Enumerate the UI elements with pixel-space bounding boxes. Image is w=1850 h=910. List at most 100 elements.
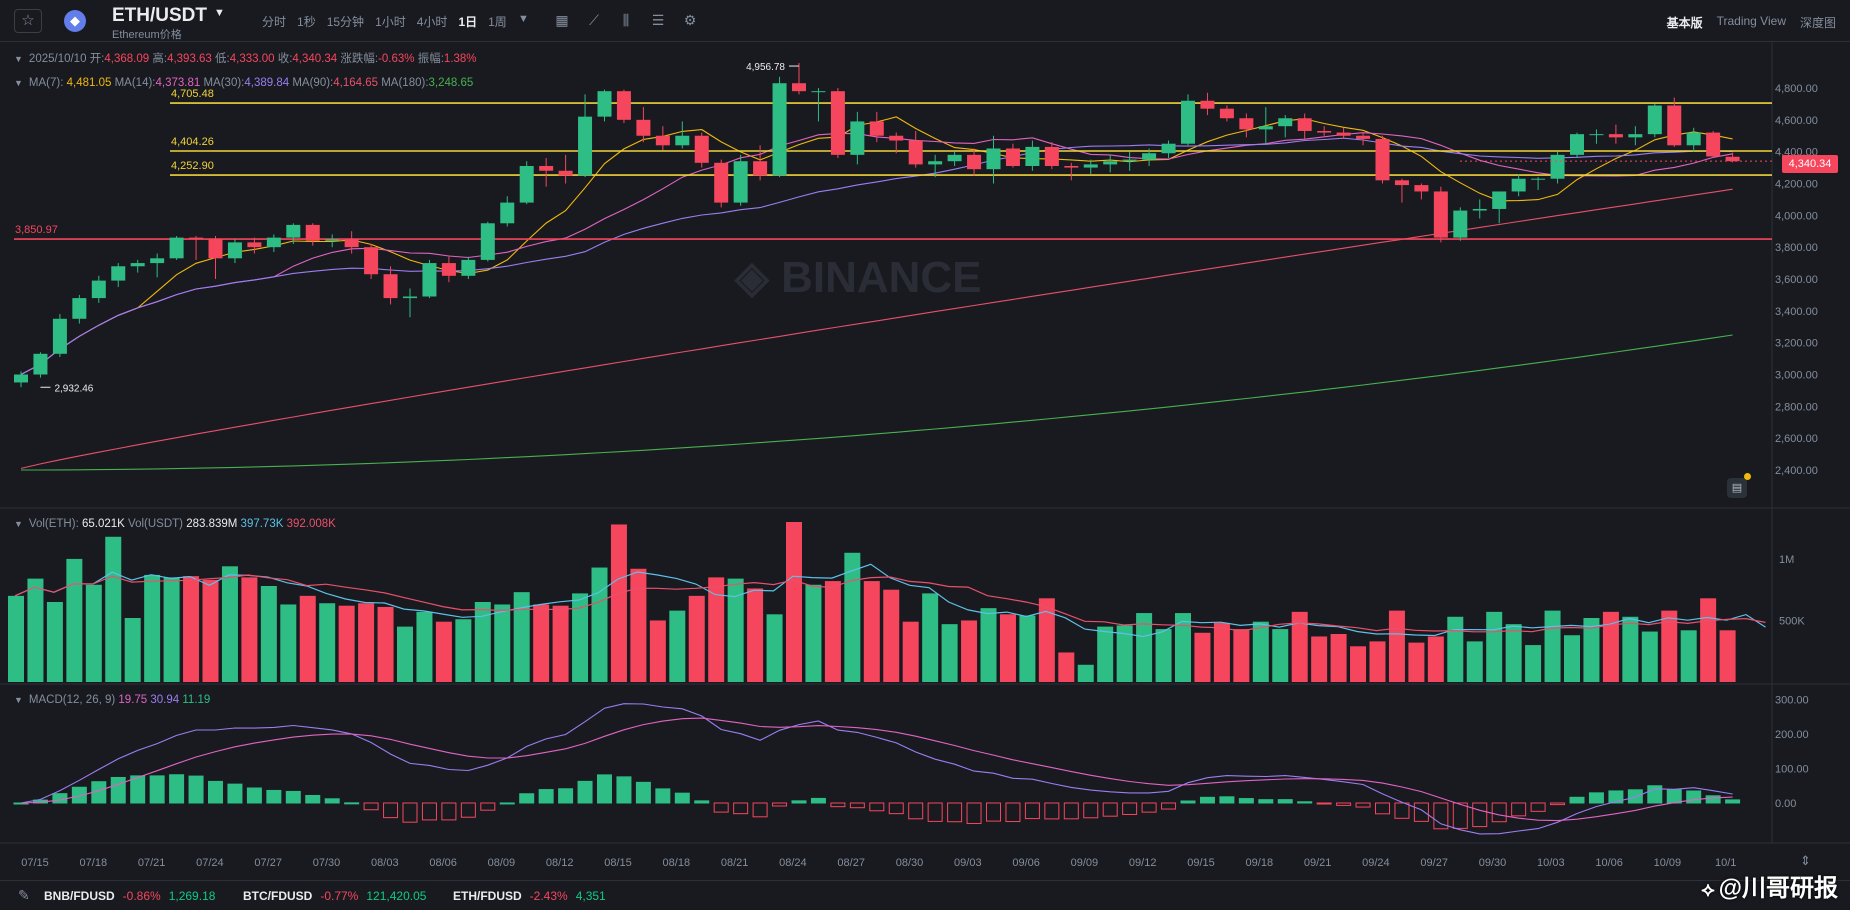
collapse-caret-icon[interactable]: ▼ [14, 519, 23, 529]
view-basic[interactable]: 基本版 [1666, 16, 1703, 30]
vol-usdt-label: Vol(USDT) [128, 518, 183, 530]
interval-1d[interactable]: 1日 [458, 15, 478, 29]
macd-dif-line [20, 703, 1733, 835]
gear-icon[interactable]: ⚙ [683, 12, 697, 28]
x-axis-tick: 09/03 [954, 857, 982, 869]
volume-bar [1602, 611, 1619, 682]
more-intervals-icon[interactable]: ▼ [518, 13, 529, 25]
compare-icon[interactable]: ⫼ [622, 12, 630, 28]
notification-dot-icon [1744, 473, 1751, 480]
x-axis-tick: 08/30 [896, 857, 924, 869]
volume-bar [455, 619, 472, 682]
candle-body [928, 161, 943, 165]
ticker-item[interactable]: ETH/FDUSD -2.43% 4,351 [453, 889, 606, 903]
x-axis-tick: 08/18 [663, 857, 691, 869]
volume-bar [1719, 630, 1736, 682]
candle-settings-icon[interactable]: ▦ [555, 12, 569, 28]
view-tradingview[interactable]: Trading View [1716, 14, 1786, 28]
candle-body [1005, 148, 1020, 166]
macd-histogram-bar [285, 790, 301, 804]
macd-histogram-bar [733, 802, 749, 815]
macd-histogram-bar [149, 775, 165, 804]
macd-histogram-bar [52, 793, 68, 804]
volume-bar [902, 621, 919, 682]
candle-body [1356, 135, 1371, 139]
volume-bar [1291, 611, 1308, 682]
volume-bar [1097, 626, 1114, 682]
x-axis-tick: 08/09 [488, 857, 516, 869]
pair-title[interactable]: ETH/USDT [112, 5, 207, 26]
candle-body [169, 237, 184, 259]
candle-body [461, 259, 476, 276]
volume-bar [863, 581, 880, 682]
interval-4h[interactable]: 4小时 [416, 15, 448, 29]
volume-bar [1486, 611, 1503, 682]
volume-bar [163, 577, 180, 682]
macd-axis-tick: 300.00 [1775, 695, 1809, 707]
macd-histogram-bar [752, 802, 768, 818]
candle-body [1258, 126, 1273, 130]
favorite-star-icon[interactable]: ☆ [14, 9, 42, 33]
candle-body [1472, 208, 1487, 211]
horizontal-level-label: 4,705.48 [171, 88, 214, 100]
volume-bar [27, 578, 44, 682]
macd-histogram-bar [1452, 802, 1468, 829]
interval-fenshi[interactable]: 分时 [262, 15, 287, 29]
volume-bar [435, 621, 452, 682]
low-value: 4,333.00 [229, 53, 275, 65]
macd-histogram-bar [1608, 790, 1624, 804]
candle-body [1570, 134, 1584, 155]
x-axis-tick: 07/24 [196, 857, 224, 869]
macd-histogram-bar [1005, 802, 1021, 823]
kline-chart[interactable]: ◈ BINANCE4,800.004,600.004,400.004,200.0… [0, 42, 1850, 880]
volume-bar [299, 595, 316, 682]
volume-bar [552, 605, 569, 682]
candle-body [830, 91, 845, 155]
candle-body [1336, 132, 1351, 136]
ticker-item[interactable]: BNB/FDUSD -0.86% 1,269.18 [44, 889, 215, 903]
interval-15m[interactable]: 15分钟 [326, 15, 365, 29]
volume-bar [1194, 632, 1211, 682]
x-axis-tick: 08/03 [371, 857, 399, 869]
ma180-line [21, 334, 1733, 471]
volume-bar [1058, 652, 1075, 682]
indicator-icon[interactable]: ⟋ [589, 12, 599, 28]
collapse-caret-icon[interactable]: ▼ [14, 54, 23, 64]
collapse-caret-icon[interactable]: ▼ [14, 78, 23, 88]
view-depth[interactable]: 深度图 [1799, 16, 1836, 30]
macd-histogram-bar [363, 802, 379, 811]
collapse-caret-icon[interactable]: ▼ [14, 695, 23, 705]
watermark-logo-icon: ⟡ [1701, 879, 1715, 901]
volume-bar [1447, 616, 1464, 682]
macd-histogram-bar [1413, 802, 1429, 822]
macd-histogram-bar [227, 783, 243, 804]
volume-bar [260, 586, 277, 682]
settings-sliders-icon[interactable]: ☰ [651, 12, 665, 28]
horizontal-level-label: 3,850.97 [15, 224, 58, 236]
price-axis-tick: 4,000.00 [1775, 210, 1818, 222]
candle-body [675, 135, 690, 146]
volume-bar [319, 603, 336, 682]
macd-histogram-bar [246, 787, 262, 804]
interval-1h[interactable]: 1小时 [375, 15, 406, 29]
high-label: 高: [152, 53, 168, 65]
edit-pencil-icon[interactable]: ✎ [18, 887, 30, 903]
x-axis-tick: 09/18 [1246, 857, 1274, 869]
volume-bar [727, 578, 744, 682]
macd-histogram-bar [616, 776, 632, 804]
candle-body [1064, 165, 1079, 168]
chevron-down-icon[interactable]: ▼ [214, 7, 225, 19]
interval-1w[interactable]: 1周 [488, 15, 507, 29]
macd-axis-tick: 0.00 [1775, 798, 1796, 810]
fit-scale-icon[interactable]: ⇕ [1800, 853, 1811, 868]
interval-1s[interactable]: 1秒 [297, 15, 316, 29]
volume-bar [572, 593, 589, 682]
volume-bar [105, 536, 122, 682]
candle-body [364, 247, 379, 275]
ticker-item[interactable]: BTC/FDUSD -0.77% 121,420.05 [243, 889, 426, 903]
notes-icon[interactable]: ▤ [1727, 478, 1747, 498]
volume-bar [1252, 621, 1269, 682]
price-axis-tick: 4,800.00 [1775, 83, 1818, 95]
macd-histogram-bar [519, 793, 535, 804]
candle-body [247, 242, 262, 248]
